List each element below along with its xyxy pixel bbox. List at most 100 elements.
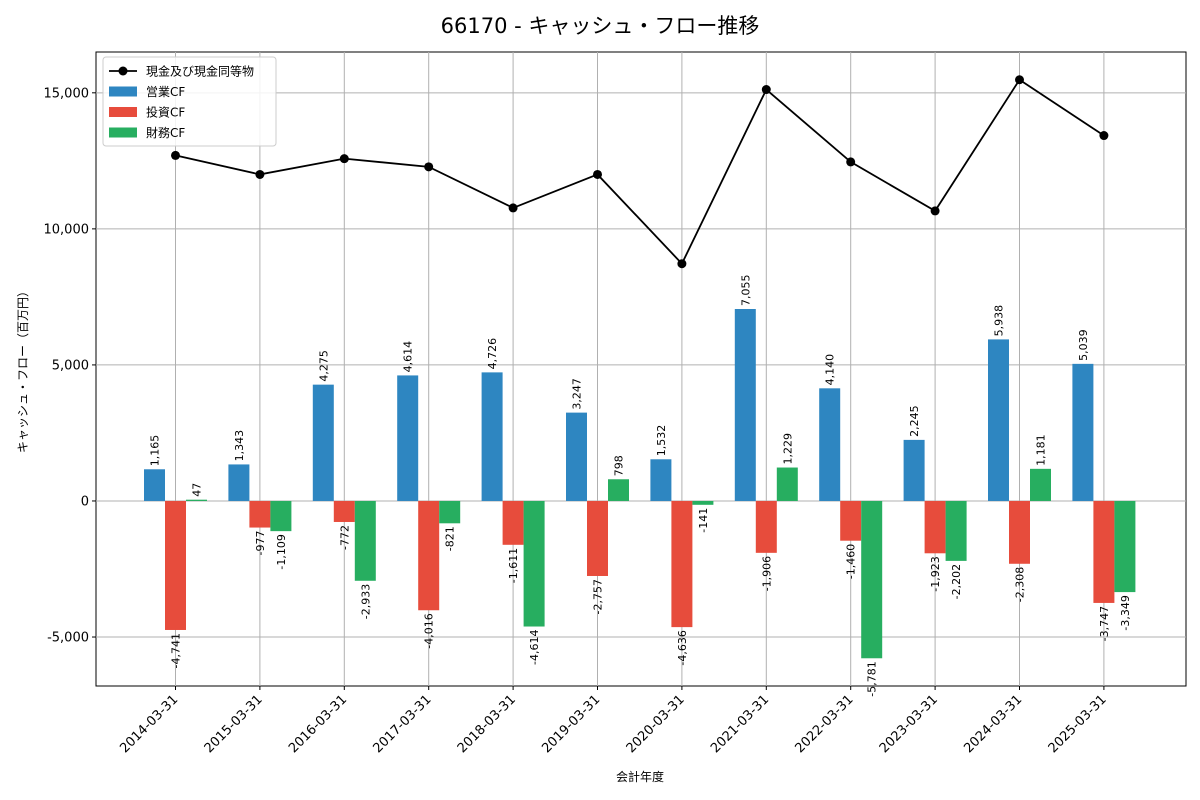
bar <box>418 500 440 611</box>
x-tick-label: 2024-03-31 <box>961 692 1025 756</box>
data-label: -1,611 <box>507 548 520 583</box>
cash-point <box>846 157 856 167</box>
bar <box>988 339 1009 501</box>
bar <box>903 439 925 501</box>
x-tick-label: 2022-03-31 <box>792 692 856 756</box>
cash-line <box>175 78 1105 266</box>
legend-label: 営業CF <box>146 85 185 99</box>
bar <box>608 479 629 501</box>
cash-point <box>171 150 180 160</box>
bar <box>734 309 756 501</box>
x-tick-label: 2020-03-31 <box>624 692 688 756</box>
data-label: -2,308 <box>1014 567 1027 602</box>
data-label: -4,636 <box>676 630 689 665</box>
legend-label: 財務CF <box>146 125 185 140</box>
legend-swatch <box>109 86 137 97</box>
legend-box <box>102 56 277 147</box>
cash-point <box>593 169 602 179</box>
bar <box>249 500 271 528</box>
data-label: -1,109 <box>275 534 288 569</box>
data-label: 4,726 <box>486 338 499 370</box>
legend-swatch <box>109 127 137 138</box>
cash-point <box>424 162 434 172</box>
cash-point <box>339 154 349 164</box>
x-tick-label: 2018-03-31 <box>455 692 519 756</box>
data-label: 4,140 <box>824 354 837 386</box>
bar <box>481 372 503 501</box>
cash-point <box>1099 131 1109 141</box>
data-label: 2,245 <box>908 405 921 437</box>
bar <box>692 500 714 505</box>
cash-point <box>255 169 265 179</box>
bar <box>650 459 672 501</box>
data-label: -3,747 <box>1098 606 1111 641</box>
bar <box>354 500 376 581</box>
bar <box>840 500 862 541</box>
bar <box>587 500 608 576</box>
bar <box>228 464 250 501</box>
bar <box>861 500 883 659</box>
data-label: -5,781 <box>866 661 879 696</box>
x-tick-label: 2016-03-31 <box>286 692 350 756</box>
data-label: -4,614 <box>528 630 541 665</box>
data-label: 47 <box>191 483 204 497</box>
data-label: -2,202 <box>950 564 963 599</box>
data-label: 1,165 <box>149 435 162 467</box>
data-label: -772 <box>338 525 351 550</box>
bar <box>333 500 355 522</box>
bar <box>312 384 334 501</box>
data-label: -977 <box>254 531 267 556</box>
y-axis: -5,000 0 5,000 10,000 15,000 <box>44 86 96 646</box>
data-label: -1,460 <box>845 544 858 579</box>
cash-point <box>930 206 940 216</box>
bar <box>819 388 841 501</box>
bar <box>566 412 587 501</box>
data-label: 5,039 <box>1077 329 1090 361</box>
bar <box>945 500 967 561</box>
data-label: -1,906 <box>760 556 773 591</box>
data-labels: 1,165 1,343 4,275 4,614 4,726 3,247 1,532 7,055… <box>149 275 1132 697</box>
data-label: -821 <box>444 526 457 551</box>
bar <box>397 375 419 501</box>
x-tick-label: 2014-03-31 <box>117 692 181 756</box>
cash-point <box>761 85 771 95</box>
data-label: -4,016 <box>423 613 436 648</box>
bar <box>270 500 292 532</box>
bar <box>1093 500 1115 603</box>
bar <box>755 500 777 553</box>
data-label: 798 <box>613 455 626 476</box>
x-tick-label: 2015-03-31 <box>202 692 266 756</box>
x-axis: 2014-03-31 2015-03-31 2016-03-31 2017-03-31… <box>117 686 1110 756</box>
data-label: -1,923 <box>929 556 942 591</box>
y-tick-label: 0 <box>81 494 89 509</box>
bar <box>186 499 207 501</box>
bar <box>165 500 186 630</box>
bar <box>523 500 545 627</box>
data-label: -4,741 <box>170 633 183 668</box>
x-tick-label: 2017-03-31 <box>370 692 434 756</box>
x-tick-label: 2025-03-31 <box>1046 692 1110 756</box>
cash-line-group <box>171 75 1109 269</box>
y-tick-label: 15,000 <box>44 86 90 101</box>
data-label: -2,757 <box>592 579 605 614</box>
data-label: 7,055 <box>739 275 752 307</box>
data-label: 3,247 <box>571 378 584 410</box>
data-label: 1,532 <box>655 425 668 457</box>
data-label: -141 <box>697 508 710 533</box>
data-label: 1,181 <box>1035 434 1048 466</box>
data-label: 1,229 <box>781 433 794 465</box>
cash-point <box>508 203 518 213</box>
legend-label: 現金及び現金同等物 <box>146 64 254 79</box>
cash-point <box>677 259 687 269</box>
bar <box>502 500 524 545</box>
y-axis-label: キャッシュ・フロー（百万円） <box>16 285 30 453</box>
plot-frame <box>95 51 1187 687</box>
y-tick-label: 10,000 <box>44 222 90 237</box>
bar <box>144 469 165 501</box>
data-label: 5,938 <box>993 305 1006 337</box>
bar <box>1072 363 1094 501</box>
bar <box>1009 500 1030 564</box>
legend-marker <box>118 66 128 76</box>
